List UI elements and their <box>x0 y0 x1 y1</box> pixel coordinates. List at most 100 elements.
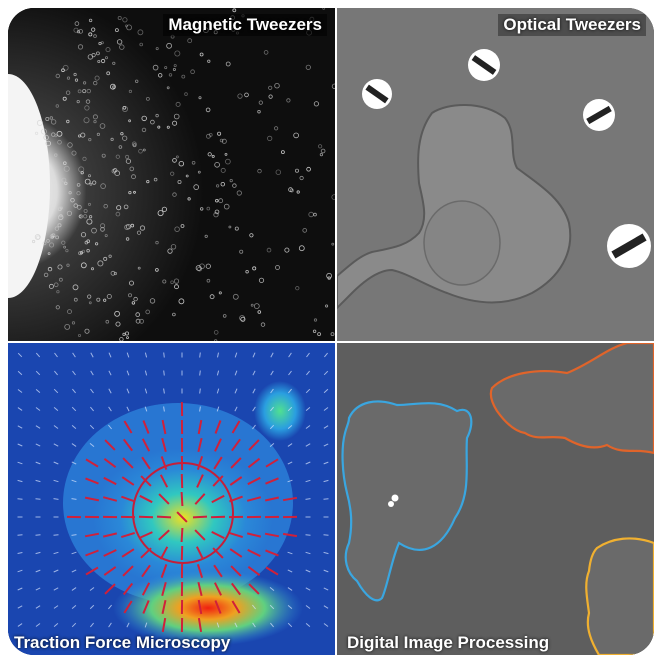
bead <box>331 242 335 246</box>
displacement-vector <box>108 352 112 358</box>
bead <box>71 321 76 325</box>
force-arrow <box>139 531 153 539</box>
bead <box>138 148 143 154</box>
bead <box>96 51 100 56</box>
bead <box>78 29 83 34</box>
bead <box>123 204 129 210</box>
bead <box>134 79 139 83</box>
force-arrow <box>230 565 242 577</box>
bead <box>59 277 63 282</box>
bead <box>198 96 202 100</box>
bead <box>110 270 116 276</box>
bead <box>135 312 140 317</box>
displacement-vector <box>71 443 77 447</box>
displacement-vector <box>17 623 23 627</box>
bead <box>106 71 111 76</box>
force-arrow <box>247 549 261 557</box>
displacement-vector <box>323 587 329 591</box>
displacement-vector <box>305 479 311 483</box>
force-arrow <box>121 531 135 539</box>
bead <box>305 64 311 70</box>
bead <box>232 8 237 13</box>
bead <box>103 298 107 302</box>
bead <box>115 28 119 33</box>
force-arrow <box>161 581 167 597</box>
bead <box>331 83 335 89</box>
traction-force-image <box>8 343 335 655</box>
bead <box>48 283 54 289</box>
bead <box>128 89 133 94</box>
bead <box>187 197 191 201</box>
force-arrow <box>231 600 241 614</box>
force-arrow <box>85 458 99 468</box>
force-vector-field <box>17 352 329 633</box>
displacement-vector <box>90 388 94 394</box>
displacement-vector <box>71 587 77 591</box>
force-arrow <box>213 456 223 470</box>
bead <box>137 29 144 36</box>
bead <box>77 89 82 94</box>
force-arrow <box>160 456 168 470</box>
bead <box>47 252 51 256</box>
displacement-vector <box>269 443 275 447</box>
bead <box>80 232 87 238</box>
bead <box>115 321 121 327</box>
bead <box>219 138 224 143</box>
displacement-vector <box>305 443 311 447</box>
bead <box>125 24 128 28</box>
displacement-vector <box>216 370 220 376</box>
bead <box>185 174 189 178</box>
displacement-vector <box>35 370 41 376</box>
bead <box>88 138 92 142</box>
bead <box>319 153 323 157</box>
cell-outline-orange <box>489 343 654 455</box>
bead <box>177 179 182 184</box>
bead <box>87 294 92 299</box>
force-arrow <box>265 477 279 485</box>
bead <box>175 155 179 159</box>
bead <box>67 142 73 148</box>
bead <box>257 109 261 114</box>
displacement-vector <box>90 406 94 412</box>
bead <box>73 297 78 302</box>
force-arrow <box>161 617 167 633</box>
displacement-vector <box>323 388 329 394</box>
displacement-vector <box>234 370 238 376</box>
displacement-vector <box>17 407 23 411</box>
displacement-vector <box>35 407 41 411</box>
force-arrow <box>211 531 225 539</box>
displacement-vector <box>252 406 256 412</box>
force-arrow <box>121 476 135 486</box>
displacement-vector <box>108 604 112 610</box>
displacement-vector <box>252 622 256 628</box>
displacement-vector <box>71 425 77 429</box>
displacement-vector <box>53 587 59 591</box>
bead <box>120 132 124 136</box>
bead <box>139 42 144 47</box>
bead <box>55 104 59 108</box>
bead <box>299 175 304 181</box>
bead <box>139 225 146 231</box>
displacement-vector <box>71 622 77 628</box>
bead <box>133 296 138 302</box>
bead <box>313 212 317 217</box>
bead <box>84 240 89 245</box>
displacement-vector <box>216 622 220 628</box>
displacement-vector <box>71 551 77 555</box>
force-arrow <box>104 439 116 451</box>
bead <box>96 132 101 137</box>
bead <box>155 268 159 272</box>
magnetic-tweezers-label: Magnetic Tweezers <box>163 14 327 36</box>
displacement-vector <box>163 352 165 358</box>
bead <box>325 304 329 308</box>
force-arrow <box>211 494 225 504</box>
displacement-vector <box>54 352 58 358</box>
force-arrow <box>102 532 118 538</box>
bead <box>190 69 195 74</box>
bead <box>250 303 254 307</box>
displacement-vector <box>234 622 238 628</box>
force-arrow <box>104 583 116 595</box>
displacement-vector <box>144 388 148 394</box>
displacement-vector <box>305 534 311 536</box>
bead <box>220 167 226 173</box>
